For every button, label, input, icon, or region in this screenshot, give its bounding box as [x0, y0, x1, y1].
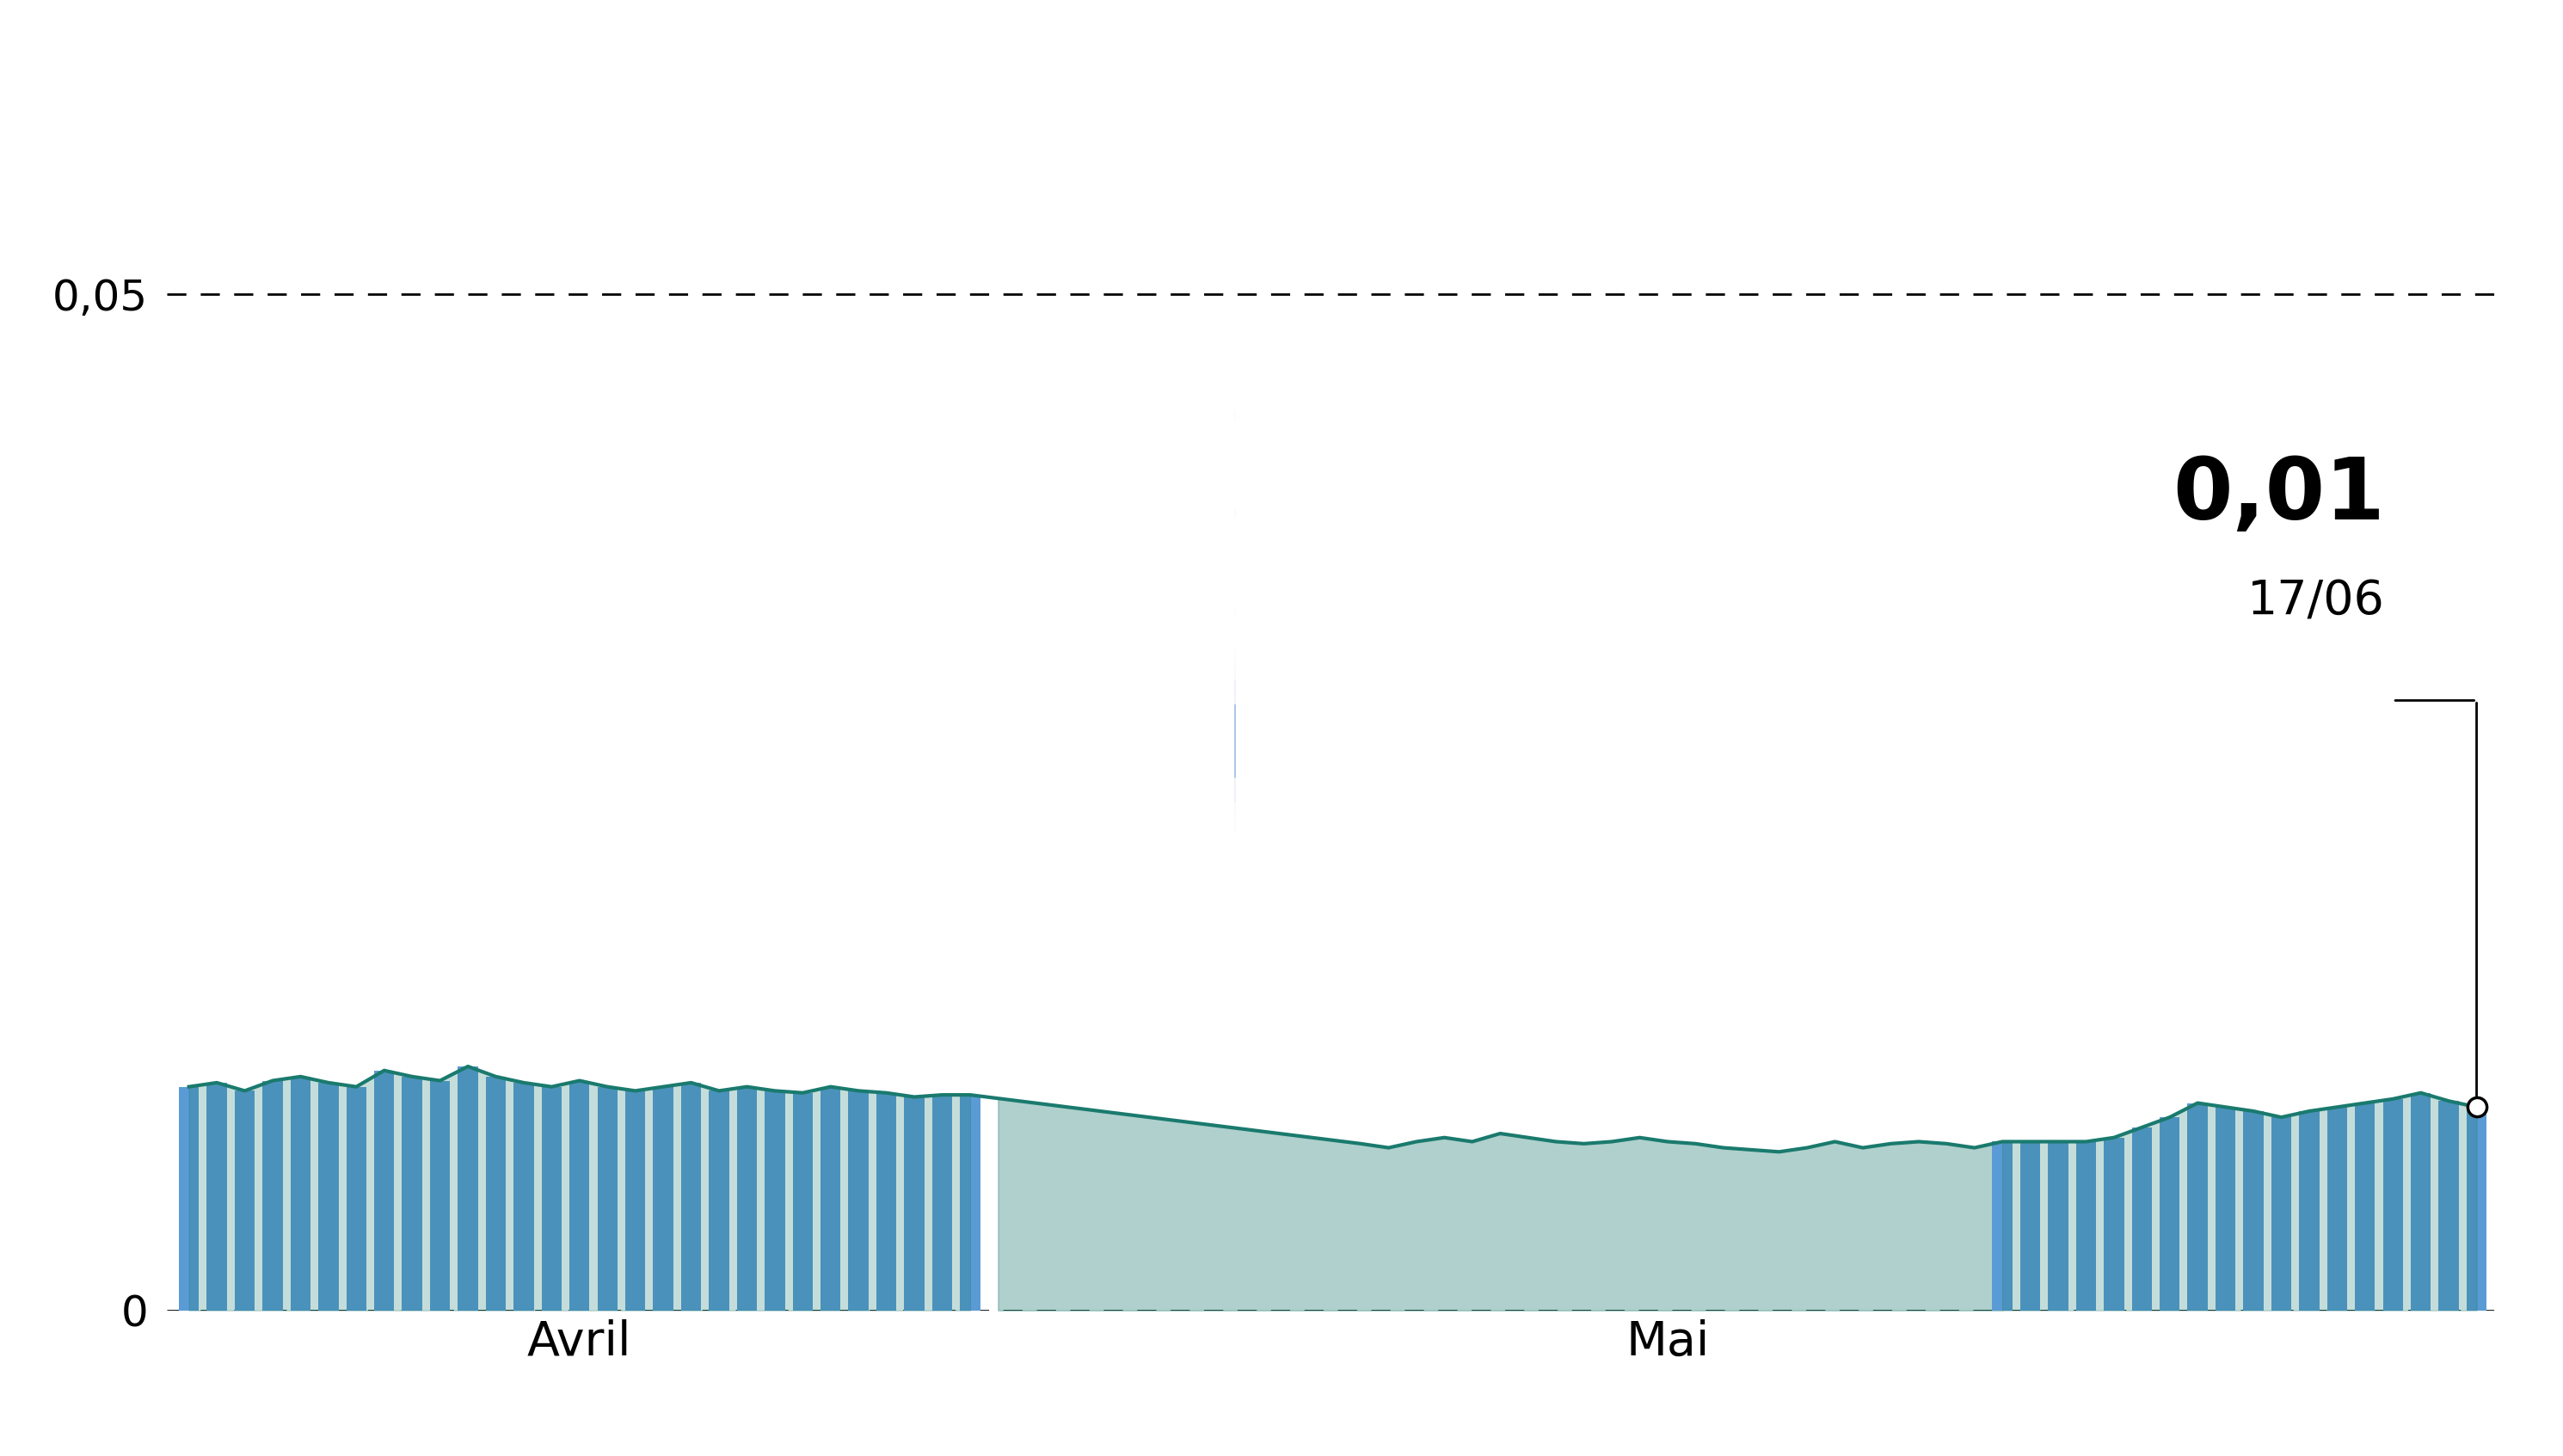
- Bar: [2271, 1117, 2291, 1310]
- Bar: [236, 1091, 254, 1310]
- Bar: [569, 1080, 589, 1310]
- Text: 17/06: 17/06: [2248, 578, 2384, 625]
- Bar: [2189, 1104, 2207, 1310]
- Bar: [1991, 1142, 2012, 1310]
- Bar: [346, 1086, 367, 1310]
- Text: HYBRIGENICS: HYBRIGENICS: [871, 7, 1692, 112]
- Bar: [2048, 1142, 2068, 1310]
- Bar: [431, 1080, 451, 1310]
- Bar: [402, 1076, 423, 1310]
- Bar: [905, 1096, 925, 1310]
- Bar: [764, 1091, 784, 1310]
- Bar: [848, 1091, 869, 1310]
- Bar: [2327, 1107, 2348, 1310]
- Bar: [2355, 1104, 2376, 1310]
- Bar: [2214, 1107, 2235, 1310]
- Bar: [682, 1083, 702, 1310]
- Bar: [2466, 1107, 2486, 1310]
- Bar: [2076, 1142, 2097, 1310]
- Bar: [654, 1086, 674, 1310]
- Bar: [459, 1066, 477, 1310]
- Bar: [736, 1086, 756, 1310]
- Bar: [318, 1083, 338, 1310]
- Bar: [2437, 1101, 2458, 1310]
- Bar: [487, 1076, 505, 1310]
- Bar: [290, 1076, 310, 1310]
- Bar: [597, 1086, 618, 1310]
- Bar: [625, 1091, 646, 1310]
- Bar: [2384, 1099, 2404, 1310]
- Bar: [2104, 1137, 2125, 1310]
- Bar: [541, 1086, 561, 1310]
- Bar: [2243, 1111, 2263, 1310]
- Bar: [933, 1095, 953, 1310]
- Bar: [877, 1093, 897, 1310]
- Bar: [2412, 1093, 2430, 1310]
- Bar: [261, 1080, 282, 1310]
- Bar: [2299, 1111, 2320, 1310]
- Bar: [2132, 1127, 2153, 1310]
- Bar: [820, 1086, 841, 1310]
- Bar: [792, 1093, 812, 1310]
- Text: 0,01: 0,01: [2173, 454, 2384, 537]
- Bar: [513, 1083, 533, 1310]
- Bar: [179, 1086, 200, 1310]
- Bar: [2161, 1117, 2179, 1310]
- Bar: [2020, 1142, 2040, 1310]
- Bar: [208, 1083, 228, 1310]
- Bar: [374, 1070, 395, 1310]
- Bar: [961, 1095, 979, 1310]
- Bar: [710, 1091, 728, 1310]
